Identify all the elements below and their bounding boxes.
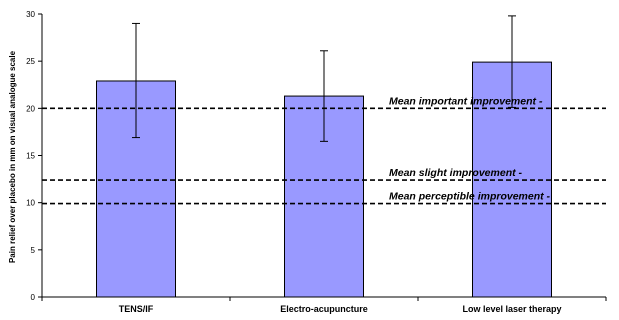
reference-line-label: Mean slight improvement - (389, 167, 523, 179)
plot-area: 0 5 10 15 20 25 30 TENS/IF Electro-acupuncture Lo… (26, 10, 607, 314)
y-tick-label: 15 (26, 152, 35, 161)
reference-line-label: Mean important improvement - (389, 95, 543, 107)
reference-line-label: Mean perceptible improvement - (389, 191, 551, 203)
y-tick-label: 10 (26, 199, 35, 208)
y-tick-label: 30 (26, 10, 35, 19)
x-category-label: Electro-acupuncture (280, 304, 368, 314)
x-category-label: Low level laser therapy (462, 304, 561, 314)
x-category-label: TENS/IF (119, 304, 154, 314)
y-tick-label: 0 (31, 293, 36, 302)
y-tick-label: 20 (26, 104, 35, 113)
y-tick-label: 5 (31, 246, 36, 255)
y-tick-label: 25 (26, 57, 35, 66)
y-axis-label-group: Pain relief over placebo in mm on visual… (8, 50, 17, 263)
y-axis-label: Pain relief over placebo in mm on visual… (8, 50, 17, 263)
